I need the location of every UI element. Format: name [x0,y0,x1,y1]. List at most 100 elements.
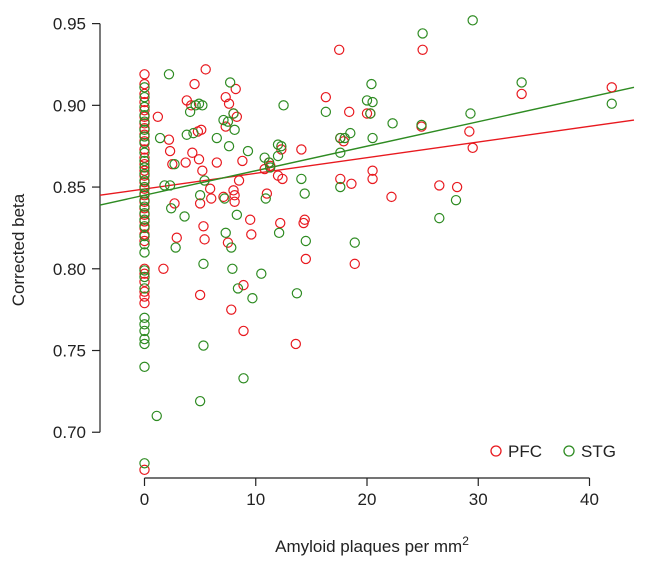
point-stg [263,157,275,168]
point-pfc [187,147,198,158]
point-stg [223,140,235,152]
point-stg [197,100,208,111]
point-stg [139,124,150,136]
point-stg [365,108,376,119]
point-pfc [231,111,243,122]
point-stg [256,268,267,279]
point-stg [296,173,307,185]
point-pfc [163,134,175,145]
point-stg [278,100,289,111]
point-pfc [194,289,206,301]
point-stg [139,175,150,186]
y-axis-label: Corrected beta [9,193,28,306]
x-axis-label-superscript: 2 [462,534,469,548]
point-stg [139,137,150,149]
x-tick-label: 40 [580,490,599,509]
point-pfc [139,291,150,302]
point-pfc [189,78,200,90]
point-pfc [230,83,241,95]
point-stg [139,109,150,121]
x-axis-label-text: Amyloid plaques per mm [275,537,462,556]
point-stg [164,180,176,191]
point-stg [151,410,162,422]
point-stg [139,247,150,258]
point-pfc [164,145,176,157]
y-tick-label: 0.75 [53,342,86,361]
point-pfc [139,165,150,176]
point-stg [139,208,150,219]
x-tick-label: 30 [469,490,488,509]
point-pfc [228,185,239,196]
point-stg [335,132,346,144]
point-stg [139,168,150,180]
point-stg [265,162,276,173]
point-pfc [229,196,240,207]
point-pfc [206,193,217,204]
point-pfc [261,188,273,199]
point-pfc [226,304,237,315]
fit-line-stg [99,86,635,206]
point-stg [139,319,150,330]
point-pfc [139,268,150,279]
x-tick-label: 0 [140,490,149,509]
point-pfc [198,221,209,232]
point-stg [194,395,206,407]
point-pfc [139,88,150,100]
point-stg [179,211,190,222]
point-stg [367,96,378,108]
point-stg [198,340,209,351]
point-pfc [361,108,373,119]
point-stg [139,283,150,294]
point-stg [139,338,150,350]
point-stg [361,95,373,106]
point-pfc [244,214,256,225]
point-pfc [238,325,249,337]
point-stg [199,175,210,186]
point-pfc [200,64,211,75]
legend-marker-pfc [490,445,502,457]
point-stg [299,188,310,199]
point-pfc [180,157,191,168]
point-stg [367,132,378,144]
point-pfc [434,180,445,191]
point-stg [139,271,150,283]
point-stg [159,180,170,191]
point-stg [139,312,150,324]
axes: 0.70 0.75 0.80 0.85 0.90 0.95 0 10 20 30 40 [53,15,599,509]
point-stg [366,78,377,90]
point-stg [139,181,150,193]
point-stg [163,69,175,80]
point-pfc [139,158,150,170]
point-stg [434,212,445,224]
point-pfc [277,173,288,185]
point-stg [139,230,150,242]
point-pfc [197,165,208,176]
point-pfc [220,91,231,103]
point-pfc [199,234,210,245]
point-pfc [139,96,150,108]
point-pfc [335,173,346,185]
point-stg [139,333,150,345]
point-stg [181,129,192,140]
point-stg [170,242,181,253]
point-stg [169,158,180,170]
point-stg [227,263,238,274]
point-stg [139,155,150,167]
point-pfc [417,44,428,55]
point-stg [291,288,303,299]
point-stg [198,258,209,270]
point-stg [139,265,150,276]
point-stg [139,131,150,142]
y-tick-label: 0.90 [53,96,86,115]
x-tick-label: 20 [358,490,377,509]
point-stg [416,119,427,131]
point-pfc [346,178,357,189]
point-stg [228,108,239,119]
point-pfc [158,263,169,274]
point-stg [154,132,166,144]
point-stg [272,150,284,162]
point-stg [387,118,398,129]
point-pfc [139,105,150,116]
point-stg [345,127,356,139]
